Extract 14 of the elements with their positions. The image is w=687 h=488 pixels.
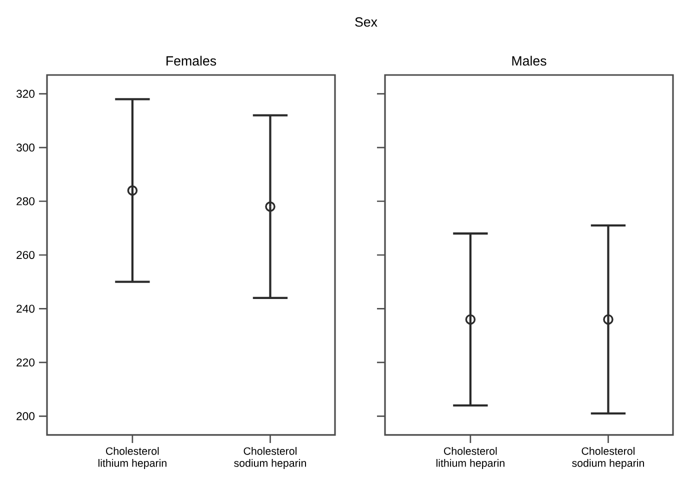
y-tick-label: 280	[16, 197, 35, 206]
y-tick-label: 200	[16, 412, 35, 420]
x-tick-label: Cholesterol lithium heparin	[98, 447, 166, 469]
x-tick-label: Cholesterol lithium heparin	[436, 447, 504, 469]
y-tick-label: 300	[16, 144, 35, 152]
x-tick-label: Cholesterol sodium heparin	[572, 447, 644, 469]
y-tick-label: 220	[16, 358, 35, 366]
y-tick-label: 240	[16, 304, 35, 313]
y-tick-label: 260	[16, 250, 35, 259]
chart-title: Females	[166, 56, 216, 66]
x-tick-label: Cholesterol sodium heparin	[234, 447, 306, 469]
y-tick-label: 320	[16, 90, 35, 98]
text: Sex	[355, 17, 378, 27]
chart-title: Males	[512, 56, 546, 66]
